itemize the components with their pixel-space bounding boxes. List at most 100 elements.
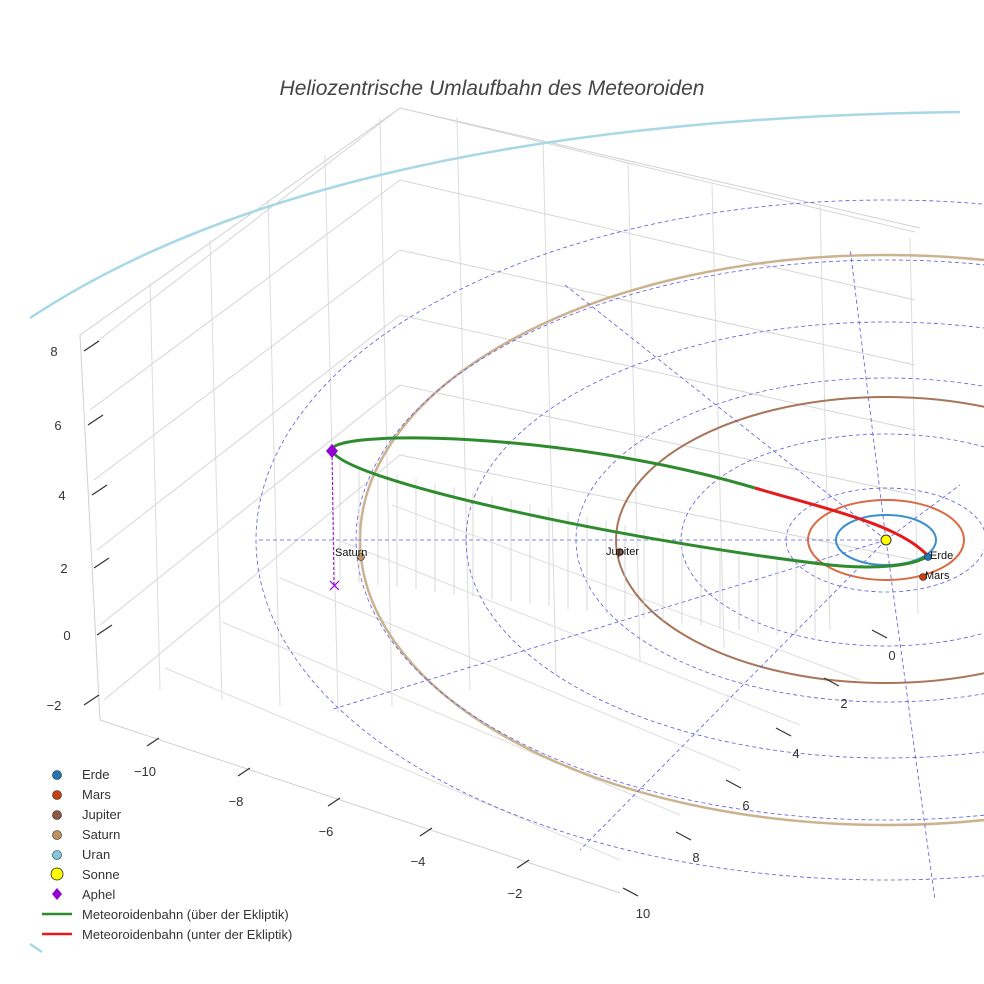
x-tick-mark xyxy=(419,827,433,837)
meteoroid-lower-arc xyxy=(330,449,929,569)
ecliptic-ring xyxy=(255,199,984,881)
z-tick-label: 8 xyxy=(50,344,57,359)
x-tick-mark xyxy=(516,859,530,869)
saturn-label: Saturn xyxy=(335,547,367,559)
orbit-uran-lower xyxy=(29,942,43,954)
x-tick-label: −8 xyxy=(229,794,244,809)
wall-vgrid-line xyxy=(627,161,641,663)
legend-label-mars: Mars xyxy=(82,787,111,802)
wall-vgrid-line xyxy=(909,237,919,615)
y-tick-mark xyxy=(775,727,792,737)
y-tick-label: 0 xyxy=(888,648,895,663)
legend-marker-saturn xyxy=(52,830,62,840)
z-tick-mark xyxy=(96,624,113,636)
wall-hgrid-line xyxy=(103,454,916,701)
wall-hgrid-line xyxy=(89,179,916,411)
ecliptic-spoke xyxy=(564,284,887,541)
ecliptic-ring xyxy=(680,433,984,647)
wall-vgrid-line xyxy=(324,154,339,713)
aphel-marker xyxy=(326,444,338,458)
z-tick-label: 4 xyxy=(58,488,65,503)
mars-label: Mars xyxy=(925,570,950,582)
y-tick-mark xyxy=(871,629,888,639)
legend-marker-sonne xyxy=(50,867,64,881)
ecliptic-grid xyxy=(255,199,984,901)
legend-label-uran: Uran xyxy=(82,847,110,862)
x-tick-label: −6 xyxy=(319,824,334,839)
y-tick-mark xyxy=(725,779,742,789)
wall-vgrid-line xyxy=(456,116,471,691)
legend-marker-uran xyxy=(52,850,62,860)
floor-grid-line xyxy=(337,539,801,726)
z-tick-mark xyxy=(93,557,110,569)
x-tick-label: −10 xyxy=(134,764,156,779)
aphel-drop-line xyxy=(331,451,335,586)
legend-item-meteor-above[interactable]: Meteoroidenbahn (über der Ekliptik) xyxy=(42,907,289,922)
legend-item-sonne[interactable]: Sonne xyxy=(50,867,120,882)
y-tick-label: 4 xyxy=(792,746,799,761)
axis-ticks: −2 0 2 4 6 8 −10 −8 −6 −4 −2 0 2 4 6 8 10 xyxy=(47,340,896,921)
ecliptic-spoke xyxy=(329,539,887,711)
body-markers: Erde Mars Jupiter Saturn xyxy=(326,444,953,591)
y-tick-mark xyxy=(622,887,639,897)
jupiter-label: Jupiter xyxy=(606,546,639,558)
ecliptic-spoke xyxy=(579,539,887,851)
wall-vgrid-line xyxy=(711,184,725,649)
wall-top-edge xyxy=(79,107,921,336)
chart-title: Heliozentrische Umlaufbahn des Meteoroid… xyxy=(280,77,705,100)
wall-vgrid-line xyxy=(819,204,831,631)
z-tick-mark xyxy=(83,340,100,352)
legend-label-jupiter: Jupiter xyxy=(82,807,122,822)
meteoroid-orbit xyxy=(330,436,930,569)
legend-item-uran[interactable]: Uran xyxy=(52,847,111,862)
wall-vgrid-line xyxy=(379,117,393,707)
wall-left-edge xyxy=(79,334,101,721)
legend-item-meteor-below[interactable]: Meteoroidenbahn (unter der Ekliptik) xyxy=(42,927,292,942)
wall-hgrid-line xyxy=(96,314,916,551)
legend-item-mars[interactable]: Mars xyxy=(52,787,112,802)
legend-item-aphel[interactable]: Aphel xyxy=(52,887,115,902)
legend-item-erde[interactable]: Erde xyxy=(52,767,110,782)
ecliptic-spoke xyxy=(849,247,887,541)
floor-grid-line xyxy=(164,667,621,861)
mars-marker xyxy=(919,573,927,581)
z-tick-mark xyxy=(87,414,104,426)
wall-hgrid-line xyxy=(85,107,916,351)
legend-label-erde: Erde xyxy=(82,767,109,782)
legend-item-saturn[interactable]: Saturn xyxy=(52,827,121,842)
legend-label-meteor-above: Meteoroidenbahn (über der Ekliptik) xyxy=(82,907,289,922)
legend-label-meteor-below: Meteoroidenbahn (unter der Ekliptik) xyxy=(82,927,292,942)
z-tick-mark xyxy=(83,694,100,706)
orbit-uran xyxy=(29,110,961,320)
wall-vgrid-line xyxy=(542,139,557,677)
wall-vgrid-line xyxy=(149,282,161,691)
sun-marker xyxy=(880,534,892,546)
floor-grid-line xyxy=(221,621,681,816)
ecliptic-ring xyxy=(355,259,984,821)
legend-item-jupiter[interactable]: Jupiter xyxy=(52,807,122,822)
ecliptic-spoke xyxy=(885,484,961,541)
z-tick-label: 0 xyxy=(63,628,70,643)
legend-marker-erde xyxy=(52,770,62,780)
axis-walls xyxy=(79,107,921,894)
y-tick-label: 6 xyxy=(742,798,749,813)
legend-marker-mars xyxy=(52,790,62,800)
ecliptic-spoke xyxy=(885,539,936,901)
z-tick-label: 2 xyxy=(60,561,67,576)
meteoroid-upper-arc xyxy=(330,436,756,490)
x-tick-mark xyxy=(237,767,251,777)
floor-grid-line xyxy=(279,577,741,771)
wall-bottom-front-edge xyxy=(99,719,621,894)
x-tick-label: −2 xyxy=(508,886,523,901)
y-tick-mark xyxy=(675,831,692,841)
meteoroid-drop-lines xyxy=(331,451,816,640)
z-tick-label: 6 xyxy=(54,418,61,433)
legend-label-saturn: Saturn xyxy=(82,827,120,842)
erde-label: Erde xyxy=(930,550,953,562)
wall-vgrid-line xyxy=(267,199,281,707)
legend-marker-aphel xyxy=(52,888,62,900)
legend: Erde Mars Jupiter Saturn Uran Sonne Aphe… xyxy=(42,767,292,942)
saturn-marker xyxy=(357,553,365,561)
y-tick-label: 2 xyxy=(840,696,847,711)
